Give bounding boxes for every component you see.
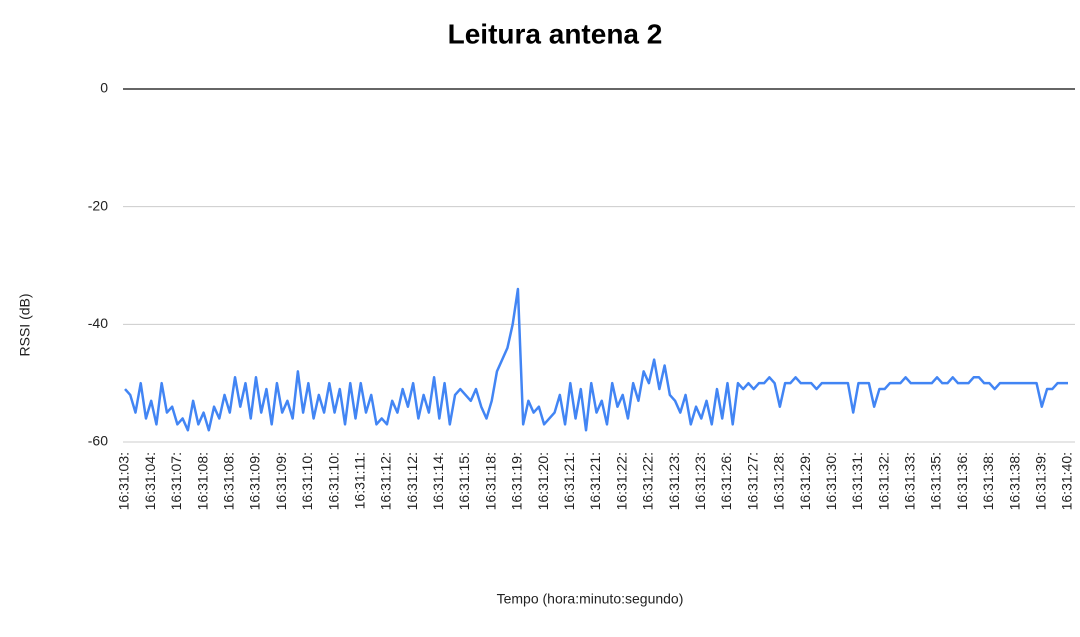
- y-tick-label: 0: [100, 80, 108, 96]
- chart-title: Leitura antena 2: [448, 18, 663, 49]
- y-tick-label: -20: [88, 197, 108, 213]
- x-tick-label: 16:31:29:: [797, 452, 813, 510]
- x-tick-label: 16:31:04:: [142, 452, 158, 510]
- y-tick-label: -60: [88, 433, 108, 449]
- x-tick-label: 16:31:09:: [273, 452, 289, 510]
- x-tick-label: 16:31:40:: [1059, 452, 1075, 510]
- x-tick-label: 16:31:07:: [168, 452, 184, 510]
- x-tick-label: 16:31:11:: [351, 452, 367, 509]
- x-tick-label: 16:31:33:: [902, 452, 918, 510]
- x-tick-label: 16:31:26:: [718, 452, 734, 510]
- x-tick-label: 16:31:38:: [1006, 452, 1022, 510]
- x-tick-label: 16:31:12:: [404, 452, 420, 510]
- x-tick-label: 16:31:31:: [849, 452, 865, 510]
- x-tick-label: 16:31:22:: [613, 452, 629, 510]
- x-tick-label: 16:31:23:: [692, 452, 708, 510]
- x-tick-label: 16:31:12:: [378, 452, 394, 510]
- x-tick-label: 16:31:21:: [561, 452, 577, 510]
- x-tick-label: 16:31:39:: [1033, 452, 1049, 510]
- x-tick-label: 16:31:38:: [980, 452, 996, 510]
- y-tick-label: -40: [88, 315, 108, 331]
- x-tick-label: 16:31:22:: [640, 452, 656, 510]
- x-tick-label: 16:31:03:: [116, 452, 132, 510]
- x-tick-label: 16:31:20:: [535, 452, 551, 510]
- y-axis-title: RSSI (dB): [17, 293, 33, 356]
- x-tick-label: 16:31:27:: [744, 452, 760, 510]
- x-tick-label: 16:31:36:: [954, 452, 970, 510]
- x-tick-label: 16:31:15:: [456, 452, 472, 510]
- x-tick-label: 16:31:32:: [875, 452, 891, 510]
- x-tick-label: 16:31:23:: [666, 452, 682, 510]
- x-tick-label: 16:31:21:: [587, 452, 603, 510]
- x-tick-label: 16:31:30:: [823, 452, 839, 510]
- x-tick-label: 16:31:14:: [430, 452, 446, 510]
- x-tick-label: 16:31:28:: [771, 452, 787, 510]
- x-tick-label: 16:31:09:: [247, 452, 263, 510]
- x-axis-title: Tempo (hora:minuto:segundo): [497, 591, 684, 607]
- x-tick-label: 16:31:18:: [482, 452, 498, 510]
- x-tick-label: 16:31:19:: [509, 452, 525, 510]
- x-tick-label: 16:31:08:: [194, 452, 210, 510]
- x-tick-label: 16:31:08:: [220, 452, 236, 510]
- x-tick-label: 16:31:10:: [325, 452, 341, 510]
- x-tick-label: 16:31:35:: [928, 452, 944, 510]
- x-tick-label: 16:31:10:: [299, 452, 315, 510]
- data-line: [124, 287, 1068, 432]
